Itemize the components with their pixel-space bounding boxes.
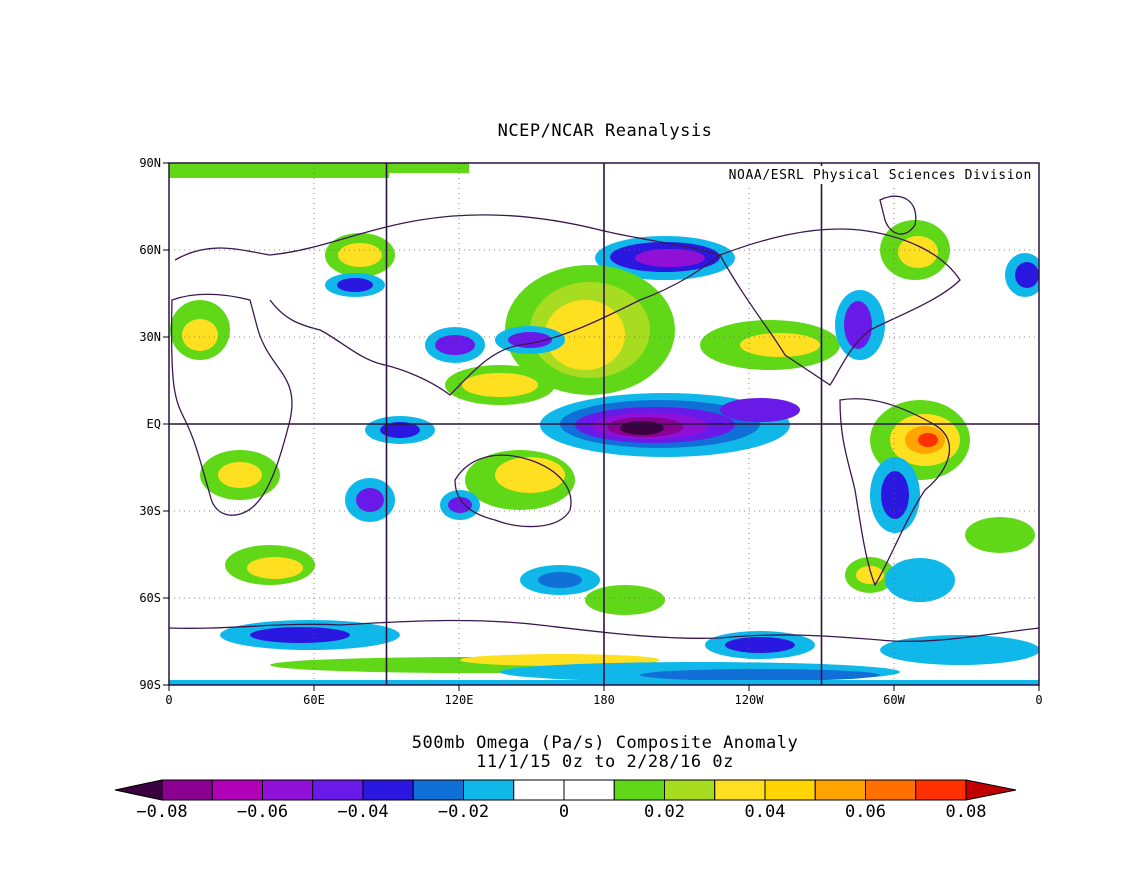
ascent-region (725, 637, 795, 653)
longitude-axis: 0 60E 120E 180 120W 60W 0 (165, 685, 1043, 707)
descent-region (585, 585, 665, 615)
colorbar-label: −0.04 (337, 802, 389, 822)
ascent-region (885, 558, 955, 602)
descent-region (740, 333, 820, 357)
colorbar-label: 0.08 (945, 802, 987, 822)
credit-box (717, 166, 1035, 184)
descent-region (182, 319, 218, 351)
lat-label: 90N (139, 156, 161, 170)
caption-variable: 500mb Omega (Pa/s) Composite Anomaly (411, 733, 799, 753)
colorbar-box (513, 779, 565, 801)
colorbar (114, 779, 1017, 801)
lon-label: 60E (303, 693, 325, 707)
descent-region (495, 457, 565, 493)
shaded-field (169, 163, 1039, 685)
ascent-region (380, 422, 420, 438)
colorbar-box (412, 779, 464, 801)
colorbar-label: −0.06 (236, 802, 289, 822)
lon-label: 60W (883, 693, 905, 707)
colorbar-label: −0.08 (136, 802, 188, 822)
lon-label: 120E (445, 693, 474, 707)
coastline-africa (170, 293, 293, 516)
lon-label: 0 (165, 693, 172, 707)
colorbar-box (463, 779, 515, 801)
colorbar-box (211, 779, 263, 801)
lon-label: 120W (735, 693, 765, 707)
lon-label: 180 (593, 693, 615, 707)
colorbar-box (664, 779, 716, 801)
colorbar-box (362, 779, 414, 801)
ascent-region (435, 335, 475, 355)
caption-period: 11/1/15 0z to 2/28/16 0z (476, 752, 734, 772)
colorbar-box (613, 779, 665, 801)
chart-title: NCEP/NCAR Reanalysis (497, 121, 713, 141)
colorbar-label: 0.06 (845, 802, 886, 822)
latitude-axis: 90N 60N 30N EQ 30S 60S 90S (139, 156, 169, 692)
colorbar-box (161, 779, 213, 801)
coastlines (169, 195, 1039, 642)
descent-region (898, 236, 938, 268)
ascent-region (881, 471, 909, 519)
coastline-north-america (719, 228, 961, 386)
descent-region (856, 566, 884, 584)
descent-region (918, 433, 938, 447)
descent-region (965, 517, 1035, 553)
lat-label: 60N (139, 243, 161, 257)
ascent-region (620, 421, 664, 435)
descent-region (218, 462, 262, 488)
colorbar-label: −0.02 (437, 802, 490, 822)
colorbar-box (764, 779, 816, 801)
coastline-greenland (879, 195, 917, 235)
coastline-australia (454, 454, 572, 528)
colorbar-box (814, 779, 866, 801)
colorbar-box (865, 779, 917, 801)
descent-region (338, 243, 382, 267)
ascent-region (337, 278, 373, 292)
colorbar-label: 0 (558, 802, 570, 822)
arctic-band (169, 163, 389, 178)
colorbar-label: 0.04 (744, 802, 786, 822)
colorbar-arrow-high (965, 779, 1017, 801)
credit-text: NOAA/ESRL Physical Sciences Division (729, 168, 1032, 183)
colorbar-box (563, 779, 615, 801)
descent-region (247, 557, 303, 579)
colorbar-box (312, 779, 364, 801)
coastline-south-america (839, 398, 951, 587)
reference-lines (169, 163, 1039, 685)
ascent-region (880, 635, 1039, 665)
ascent-region (538, 572, 582, 588)
ascent-region (720, 398, 800, 422)
colorbar-box (714, 779, 766, 801)
lat-label: 90S (139, 678, 161, 692)
descent-region (462, 373, 538, 397)
arctic-band (389, 163, 469, 173)
lat-label: EQ (147, 417, 161, 431)
ascent-region (1015, 262, 1039, 288)
colorbar-box (262, 779, 314, 801)
coastline-antarctica (169, 619, 1039, 642)
ascent-region (448, 497, 472, 513)
lat-label: 30S (139, 504, 161, 518)
ascent-region (635, 249, 705, 267)
colorbar-arrow-low (114, 779, 163, 801)
lon-label: 0 (1035, 693, 1042, 707)
colorbar-box (915, 779, 967, 801)
ascent-region (508, 332, 552, 348)
ascent-region (640, 669, 880, 681)
ascent-region (250, 627, 350, 643)
coastline-eurasia (174, 214, 722, 396)
lat-label: 60S (139, 591, 161, 605)
lat-label: 30N (139, 330, 161, 344)
colorbar-label: 0.02 (644, 802, 685, 822)
ascent-region (356, 488, 384, 512)
descent-region (460, 654, 660, 666)
